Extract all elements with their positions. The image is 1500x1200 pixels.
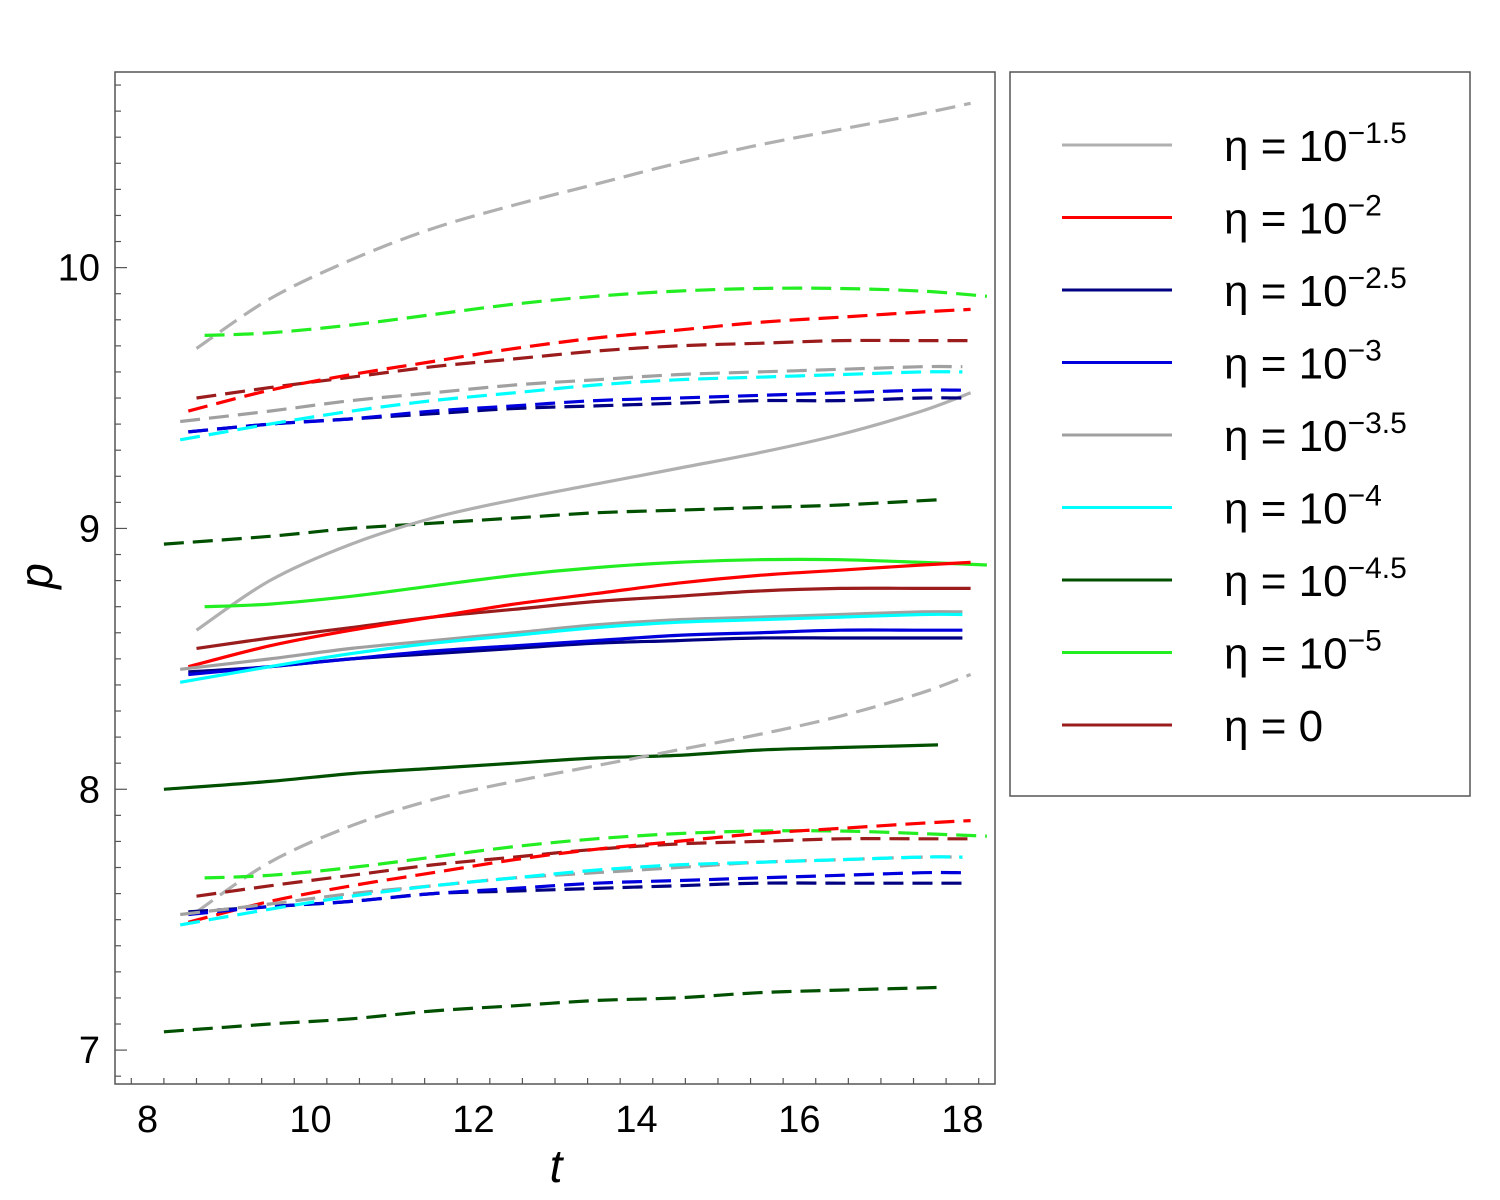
legend-label: η = 10−3 (1224, 335, 1382, 389)
series-4-upper-dashed-line (180, 364, 963, 424)
legend-label: η = 10−2.5 (1224, 262, 1407, 316)
y-tick-label: 7 (79, 1030, 100, 1072)
series-7-upper-dashed-line (204, 286, 988, 337)
series-1-upper-dashed-line (187, 307, 971, 413)
x-tick-label: 14 (615, 1099, 657, 1141)
series-5-lower-dashed-line (179, 855, 963, 927)
y-tick-label: 8 (79, 769, 100, 811)
series-2-upper-dashed-line (188, 396, 963, 434)
series-6-line (163, 743, 939, 791)
series-3-lower-dashed-line (188, 870, 963, 917)
legend-label: η = 10−4.5 (1224, 552, 1407, 606)
series-6-lower-dashed-line (163, 985, 939, 1034)
x-tick-label: 16 (778, 1099, 820, 1141)
series-3-line (188, 628, 963, 677)
plot-frame (114, 71, 996, 1085)
y-tick-label: 10 (58, 248, 100, 290)
series-8-line (196, 586, 971, 650)
x-axis-title: t (550, 1140, 565, 1192)
series-5-line (179, 612, 963, 684)
series-2-lower-dashed-line (188, 881, 963, 914)
y-axis-title: p (10, 563, 62, 591)
series-8-lower-dashed-line (196, 837, 971, 898)
x-tick-label: 8 (137, 1099, 158, 1141)
series-layer (163, 101, 988, 1034)
series-7-line (204, 557, 987, 609)
series-3-upper-dashed-line (188, 388, 963, 434)
legend-label: η = 10−1.5 (1224, 117, 1407, 171)
series-0-lower-dashed-line (195, 672, 972, 914)
legend-label: η = 10−5 (1224, 625, 1382, 679)
y-tick-label: 9 (79, 508, 100, 550)
series-7-lower-dashed-line (204, 829, 987, 880)
legend-label: η = 10−4 (1224, 480, 1382, 534)
legend-label: η = 0 (1224, 702, 1323, 751)
series-0-upper-dashed-line (195, 101, 971, 350)
legend: η = 10−1.5 η = 10−2 η = 10−2.5 η = 10−3 η = … (1062, 117, 1407, 751)
series-1-line (187, 560, 971, 669)
series-1-lower-dashed-line (187, 819, 971, 924)
x-tick-label: 18 (941, 1099, 983, 1141)
x-tick-label: 12 (452, 1099, 494, 1141)
series-5-upper-dashed-line (179, 370, 963, 442)
legend-label: η = 10−2 (1224, 190, 1382, 244)
axis-ticks (115, 84, 980, 1084)
series-0-line (195, 391, 972, 632)
series-6-upper-dashed-line (163, 498, 939, 546)
series-4-line (180, 610, 963, 671)
x-tick-label: 10 (289, 1099, 331, 1141)
legend-label: η = 10−3.5 (1224, 407, 1407, 461)
